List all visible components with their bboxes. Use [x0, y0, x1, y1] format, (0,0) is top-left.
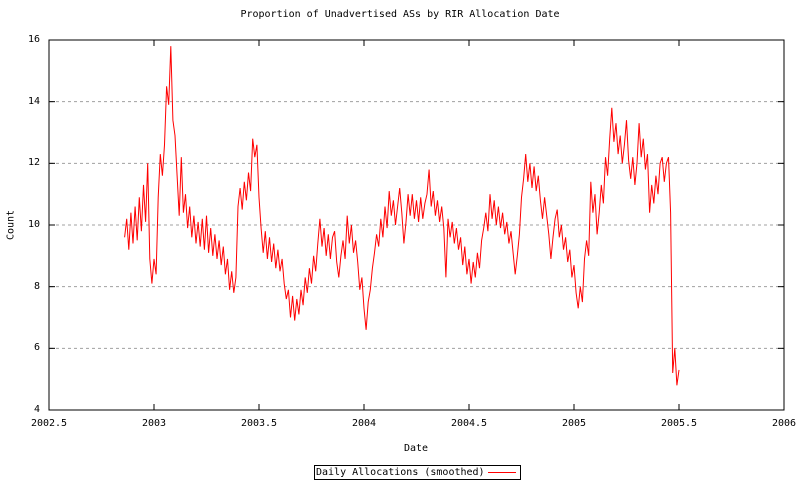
legend: Daily Allocations (smoothed)	[314, 465, 521, 480]
legend-label: Daily Allocations (smoothed)	[316, 467, 485, 478]
y-tick-label-14: 14	[27, 95, 40, 107]
y-tick-label-16: 16	[27, 34, 40, 45]
x-tick-label-2002.5: 2002.5	[30, 418, 68, 429]
x-tick-label-2005: 2005	[561, 418, 587, 429]
y-tick-label-6: 6	[33, 342, 40, 354]
x-tick-label-2005.5: 2005.5	[660, 418, 698, 429]
x-axis-label: Date	[403, 443, 429, 454]
x-tick-labels: 2002.5 2003 2003.5 2004 2004.5 2005 2005.5 2006	[0, 417, 800, 431]
x-tick-label-2004.5: 2004.5	[450, 418, 488, 429]
x-tick-label-2006: 2006	[771, 418, 797, 429]
x-tick-label-2003: 2003	[141, 418, 167, 429]
y-tick-label-8: 8	[33, 280, 40, 292]
chart-title: Proportion of Unadvertised ASs by RIR Al…	[240, 9, 560, 20]
legend-line-sample	[488, 472, 516, 473]
series-line-daily-allocations	[124, 46, 680, 386]
y-tick-label-12: 12	[27, 157, 40, 169]
y-tick-label-10: 10	[27, 219, 40, 230]
x-tick-label-2003.5: 2003.5	[240, 418, 278, 429]
y-tick-labels: 4 6 8 10 12 14 16	[0, 0, 44, 480]
x-tick-label-2004: 2004	[351, 418, 377, 429]
y-tick-label-4: 4	[33, 404, 40, 415]
